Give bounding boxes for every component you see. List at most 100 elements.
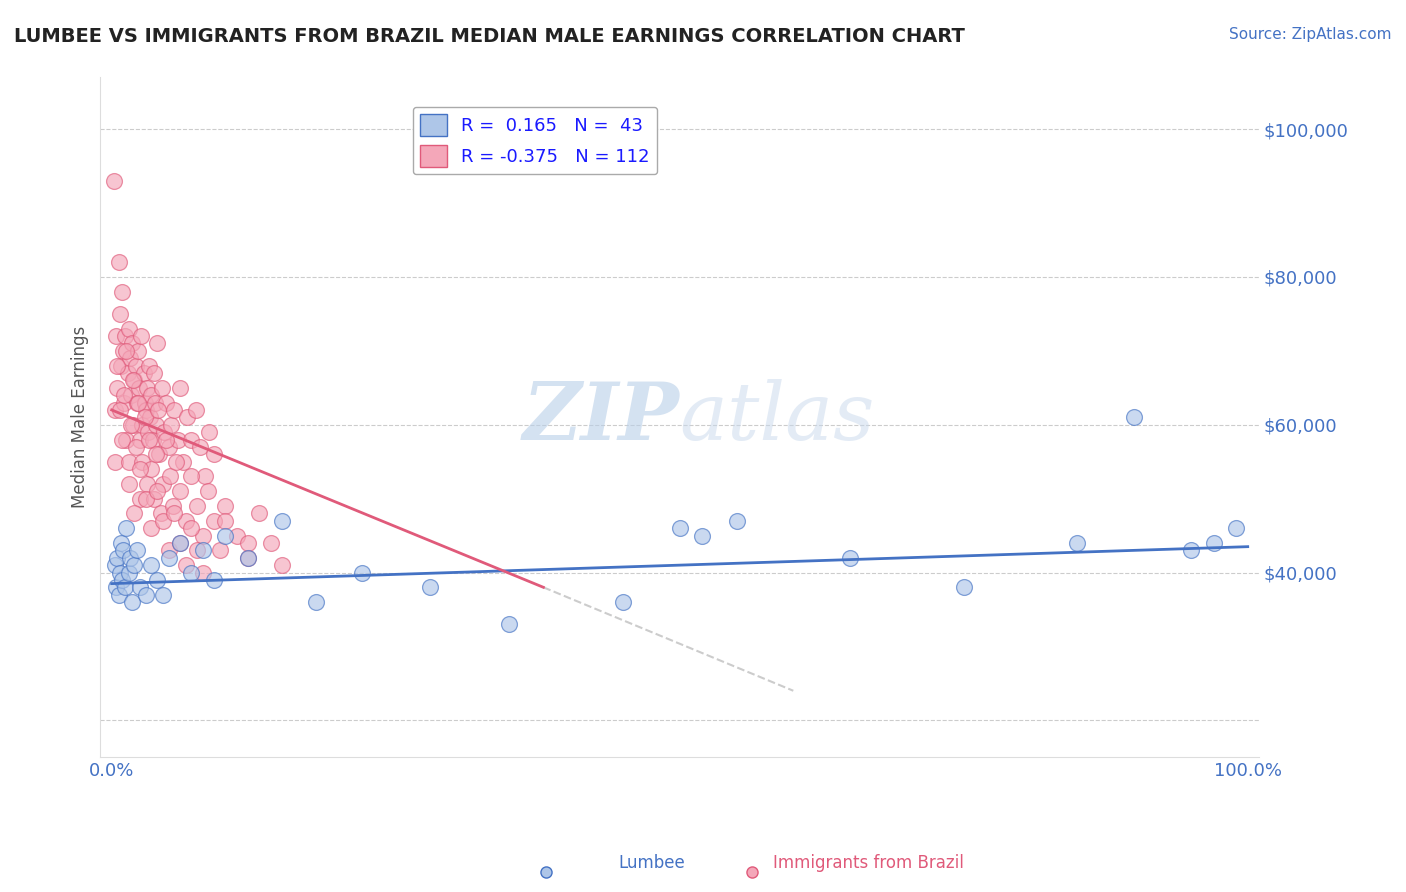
- Point: [112, 343, 135, 358]
- Point: [125, 543, 148, 558]
- Point: [134, 410, 156, 425]
- Point: [120, 388, 142, 402]
- Point: [141, 462, 163, 476]
- Point: [107, 255, 129, 269]
- Point: [108, 566, 131, 580]
- Point: [839, 550, 862, 565]
- Point: [108, 403, 131, 417]
- Point: [236, 536, 259, 550]
- Point: [225, 528, 247, 542]
- Point: [105, 359, 128, 373]
- Point: [129, 329, 152, 343]
- Point: [105, 550, 128, 565]
- Point: [1180, 543, 1202, 558]
- Point: [194, 469, 217, 483]
- Point: [115, 521, 138, 535]
- Point: [271, 558, 294, 573]
- Point: [150, 381, 173, 395]
- Point: [186, 543, 208, 558]
- Point: [668, 521, 690, 535]
- Point: [180, 521, 202, 535]
- Point: [197, 484, 219, 499]
- Point: [111, 285, 134, 299]
- Point: [141, 521, 163, 535]
- Point: [118, 351, 141, 366]
- Point: [202, 514, 225, 528]
- Point: [105, 329, 128, 343]
- Point: [155, 433, 177, 447]
- Point: [124, 558, 146, 573]
- Point: [135, 491, 157, 506]
- Text: ZIP: ZIP: [523, 378, 679, 456]
- Point: [136, 381, 159, 395]
- Text: Source: ZipAtlas.com: Source: ZipAtlas.com: [1229, 27, 1392, 42]
- Point: [152, 476, 174, 491]
- Point: [214, 528, 236, 542]
- Point: [139, 410, 162, 425]
- Point: [236, 550, 259, 565]
- Point: [120, 417, 142, 432]
- Point: [163, 403, 186, 417]
- Point: [172, 455, 194, 469]
- Point: [1225, 521, 1247, 535]
- Point: [202, 447, 225, 461]
- Point: [155, 395, 177, 409]
- Point: [111, 573, 134, 587]
- Point: [104, 455, 127, 469]
- Point: [214, 514, 236, 528]
- Point: [247, 507, 270, 521]
- Point: [214, 499, 236, 513]
- Point: [105, 580, 128, 594]
- Point: [118, 550, 141, 565]
- Point: [118, 476, 141, 491]
- Point: [163, 507, 186, 521]
- Point: [134, 395, 156, 409]
- Text: LUMBEE VS IMMIGRANTS FROM BRAZIL MEDIAN MALE EARNINGS CORRELATION CHART: LUMBEE VS IMMIGRANTS FROM BRAZIL MEDIAN …: [14, 27, 965, 45]
- Point: [121, 336, 143, 351]
- Point: [725, 514, 748, 528]
- Point: [1202, 536, 1225, 550]
- Point: [141, 388, 163, 402]
- Point: [180, 469, 202, 483]
- Point: [169, 484, 191, 499]
- Point: [131, 455, 153, 469]
- Point: [305, 595, 328, 609]
- Point: [108, 307, 131, 321]
- Point: [180, 433, 202, 447]
- Point: [124, 507, 146, 521]
- Point: [125, 395, 148, 409]
- Point: [107, 588, 129, 602]
- Point: [138, 359, 160, 373]
- Point: [692, 528, 714, 542]
- Y-axis label: Median Male Earnings: Median Male Earnings: [72, 326, 89, 508]
- Point: [153, 425, 176, 439]
- Point: [110, 536, 132, 550]
- Point: [498, 617, 520, 632]
- Point: [186, 499, 208, 513]
- Point: [105, 381, 128, 395]
- Point: [180, 566, 202, 580]
- Point: [236, 550, 259, 565]
- Text: Immigrants from Brazil: Immigrants from Brazil: [773, 855, 965, 872]
- Point: [112, 395, 135, 409]
- Point: [952, 580, 974, 594]
- Point: [1066, 536, 1088, 550]
- Point: [143, 395, 166, 409]
- Point: [129, 491, 152, 506]
- Point: [104, 403, 127, 417]
- Point: [129, 433, 152, 447]
- Point: [142, 433, 165, 447]
- Point: [146, 573, 169, 587]
- Point: [110, 359, 132, 373]
- Point: [1123, 410, 1146, 425]
- Point: [121, 595, 143, 609]
- Point: [146, 336, 169, 351]
- Point: [142, 491, 165, 506]
- Point: [122, 373, 145, 387]
- Point: [191, 543, 214, 558]
- Point: [166, 433, 188, 447]
- Point: [191, 528, 214, 542]
- Point: [157, 543, 180, 558]
- Point: [176, 410, 198, 425]
- Point: [135, 403, 157, 417]
